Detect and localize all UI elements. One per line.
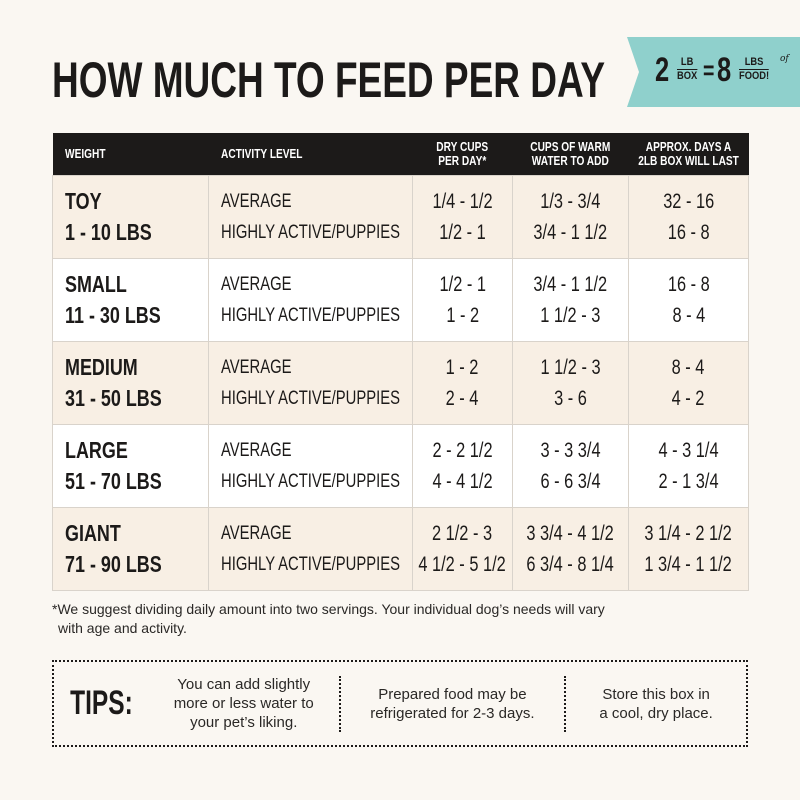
tips-box: TIPS: You can add slightly more or less w…	[52, 660, 748, 747]
footnote: *We suggest dividing daily amount into t…	[52, 601, 605, 636]
water-cups-cell: 1/3 - 3/4 3/4 - 1 1/2	[512, 174, 629, 259]
weight-cell: GIANT 71 - 90 LBS	[52, 506, 209, 591]
banner-unit2: LBS FOOD!	[739, 56, 770, 82]
weight-cell: SMALL 11 - 30 LBS	[52, 257, 209, 342]
table-row: MEDIUM 31 - 50 LBS AVERAGE HIGHLY ACTIVE/PU…	[52, 340, 749, 425]
weight-cell: TOY 1 - 10 LBS	[52, 174, 209, 259]
banner-num1: 2	[655, 51, 670, 89]
column-header: WEIGHT	[52, 133, 209, 175]
table-row: SMALL 11 - 30 LBS AVERAGE HIGHLY ACTIVE/PUP…	[52, 257, 749, 342]
divider	[338, 675, 341, 732]
column-header: DRY CUPS PER DAY*	[412, 133, 513, 175]
dry-cups-cell: 2 - 2 1/2 4 - 4 1/2	[412, 423, 513, 508]
tip-water: You can add slightly more or less water t…	[173, 676, 314, 731]
banner-of: of	[780, 54, 789, 64]
water-cups-cell: 3/4 - 1 1/2 1 1/2 - 3	[512, 257, 629, 342]
dry-cups-cell: 1/4 - 1/2 1/2 - 1	[412, 174, 513, 259]
activity-cell: AVERAGE HIGHLY ACTIVE/PUPPIES	[208, 174, 413, 259]
activity-cell: AVERAGE HIGHLY ACTIVE/PUPPIES	[208, 257, 413, 342]
banner-num2: 8	[717, 51, 732, 89]
table-row: TOY 1 - 10 LBS AVERAGE HIGHLY ACTIVE/PUPPIE…	[52, 174, 749, 259]
tip-refrigerate: Prepared food may be refrigerated for 2-3…	[370, 685, 535, 722]
days-cell: 4 - 3 1/4 2 - 1 3/4	[628, 423, 749, 508]
banner-equals: =	[703, 55, 715, 85]
water-cups-cell: 3 - 3 3/4 6 - 6 3/4	[512, 423, 629, 508]
table-row: LARGE 51 - 70 LBS AVERAGE HIGHLY ACTIVE/PUP…	[52, 423, 749, 508]
days-cell: 32 - 16 16 - 8	[628, 174, 749, 259]
page-title: HOW MUCH TO FEED PER DAY	[52, 52, 605, 108]
activity-cell: AVERAGE HIGHLY ACTIVE/PUPPIES	[208, 340, 413, 425]
activity-cell: AVERAGE HIGHLY ACTIVE/PUPPIES	[208, 423, 413, 508]
banner-unit1: LB BOX	[677, 56, 698, 82]
box-yield-banner: 2 LB BOX = 8 LBS FOOD! of	[627, 37, 800, 107]
weight-cell: LARGE 51 - 70 LBS	[52, 423, 209, 508]
table-row: GIANT 71 - 90 LBS AVERAGE HIGHLY ACTIVE/PUP…	[52, 506, 749, 591]
weight-cell: MEDIUM 31 - 50 LBS	[52, 340, 209, 425]
water-cups-cell: 3 3/4 - 4 1/2 6 3/4 - 8 1/4	[512, 506, 629, 591]
column-header: ACTIVITY LEVEL	[208, 133, 413, 175]
tip-storage: Store this box in a cool, dry place.	[599, 685, 713, 722]
feeding-table: WEIGHT ACTIVITY LEVEL DRY CUPS PER DAY* CUPS…	[52, 133, 749, 591]
divider	[564, 675, 567, 732]
days-cell: 3 1/4 - 2 1/2 1 3/4 - 1 1/2	[628, 506, 749, 591]
tips-label: TIPS:	[70, 684, 133, 722]
column-header: APPROX. DAYS A 2LB BOX WILL LAST	[628, 133, 749, 175]
activity-cell: AVERAGE HIGHLY ACTIVE/PUPPIES	[208, 506, 413, 591]
column-header: CUPS OF WARM WATER TO ADD	[512, 133, 629, 175]
